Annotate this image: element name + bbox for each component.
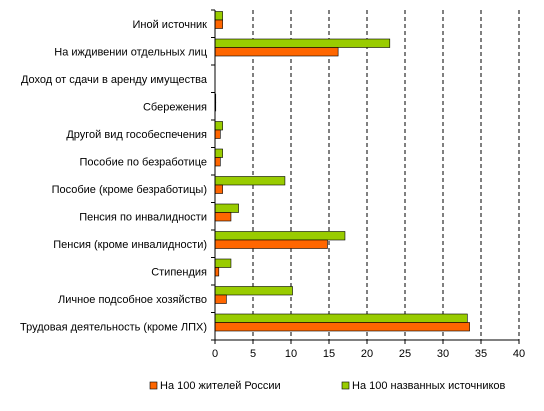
- category-label: На иждивении отдельных лиц: [54, 46, 207, 58]
- x-tick-label: 10: [285, 348, 297, 360]
- bar: [214, 157, 221, 167]
- bar: [214, 148, 223, 158]
- x-tick-label: 20: [361, 348, 373, 360]
- category-label: Пособие по безработице: [80, 156, 208, 168]
- bar: [214, 322, 470, 332]
- x-tick-label: 25: [399, 348, 411, 360]
- bar: [214, 38, 391, 48]
- bar: [214, 19, 223, 29]
- x-tick-label: 5: [250, 348, 256, 360]
- bar: [214, 286, 293, 296]
- bar: [214, 129, 221, 139]
- category-label: Иной источник: [133, 19, 208, 31]
- category-label: Трудовая деятельность (кроме ЛПХ): [20, 321, 207, 333]
- category-label: Стипендия: [151, 266, 207, 278]
- bar: [214, 231, 346, 241]
- bar: [214, 294, 227, 304]
- bar: [214, 121, 223, 131]
- category-label: Личное подсобное хозяйство: [58, 294, 207, 306]
- bar: [214, 184, 223, 194]
- x-tick-label: 30: [437, 348, 449, 360]
- x-tick-label: 40: [513, 348, 525, 360]
- category-label: Пенсия по инвалидности: [79, 211, 207, 223]
- x-tick-label: 0: [212, 348, 218, 360]
- bar: [214, 212, 232, 222]
- bars: [214, 11, 470, 332]
- category-label: Пенсия (кроме инвалидности): [53, 239, 207, 251]
- axes: [211, 9, 520, 344]
- x-tick-label: 35: [475, 348, 487, 360]
- legend-swatch: [149, 381, 158, 390]
- bar: [214, 267, 220, 277]
- bar: [214, 47, 339, 57]
- bar: [214, 203, 239, 213]
- bar: [214, 11, 223, 21]
- bar: [214, 258, 232, 268]
- legend-label: На 100 названных источников: [352, 380, 506, 392]
- bar: [214, 176, 286, 186]
- category-labels: Иной источник На иждивении отдельных лиц Д…: [20, 19, 208, 334]
- legend-swatch: [341, 381, 350, 390]
- category-label: Другой вид гособеспечения: [66, 129, 207, 141]
- category-label: Пособие (кроме безработицы): [52, 184, 207, 196]
- legend-label: На 100 жителей России: [160, 380, 281, 392]
- category-label: Сбережения: [143, 101, 207, 113]
- bar: [214, 313, 468, 323]
- grid-lines: [252, 10, 520, 340]
- legend: На 100 жителей России На 100 названных ис…: [149, 380, 506, 392]
- category-label: Доход от сдачи в аренду имущества: [21, 74, 208, 86]
- bar: [214, 239, 328, 249]
- x-tick-label: 15: [323, 348, 335, 360]
- x-tick-labels: 0 5 10 15 20 25 30 35 40: [212, 348, 525, 360]
